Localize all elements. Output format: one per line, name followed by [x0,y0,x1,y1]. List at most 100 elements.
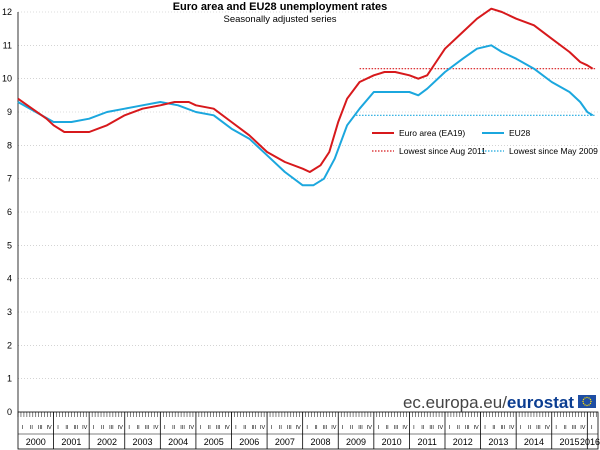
eu-star [582,402,585,405]
x-year-label: 2003 [133,437,153,447]
quarter-label: IV [509,425,515,431]
series-line [17,7,594,173]
quarter-label: IV [296,425,302,431]
x-year-label: 2008 [310,437,330,447]
x-year-label: 2001 [61,437,81,447]
quarter-label: III [145,425,150,431]
x-year-label: 2005 [204,437,224,447]
quarter-label: I [591,425,593,431]
x-year-label: 2009 [346,437,366,447]
quarter-label: II [243,425,247,431]
series-line [17,44,594,187]
quarter-label: IV [580,425,586,431]
quarter-label: II [386,425,390,431]
quarter-label: IV [438,425,444,431]
quarter-label: III [74,425,79,431]
quarter-label: III [536,425,541,431]
quarter-label: II [30,425,34,431]
quarter-label: III [216,425,221,431]
chart-subtitle: Seasonally adjusted series [223,14,337,25]
x-year-label: 2013 [488,437,508,447]
quarter-label: II [137,425,141,431]
eu-star [590,400,592,403]
eu-star [584,397,586,399]
quarter-label: I [93,425,95,431]
quarter-label: II [528,425,532,431]
quarter-label: III [429,425,434,431]
legend-label-lowest-ea19: Lowest since Aug 2011 [399,146,486,156]
quarter-label: II [492,425,496,431]
chart-title: Euro area and EU28 unemployment rates [172,1,388,13]
eu-star [589,398,592,401]
y-tick-label: 1 [7,374,12,384]
quarter-label: III [251,425,256,431]
quarter-label: IV [189,425,195,431]
quarter-label: II [65,425,69,431]
x-year-label: 2010 [382,437,402,447]
y-tick-label: 8 [7,140,12,150]
y-tick-label: 2 [7,340,12,350]
eu-star [588,404,590,406]
quarter-label: III [394,425,399,431]
x-year-label: 2011 [418,437,437,447]
quarter-label: I [484,425,486,431]
quarter-label: IV [153,425,159,431]
legend-label-eu28: EU28 [509,128,531,138]
x-year-label: 2004 [168,437,188,447]
quarter-label: IV [118,425,124,431]
quarter-label: II [564,425,568,431]
eu-stars [582,396,592,407]
quarter-label: I [449,425,451,431]
y-tick-label: 3 [7,307,12,317]
source-url: ec.europa.eu/eurostat [403,393,574,412]
quarter-label: I [22,425,24,431]
quarter-label: I [555,425,557,431]
quarter-label: I [306,425,308,431]
x-year-label: 2007 [275,437,295,447]
quarter-label: IV [545,425,551,431]
y-tick-label: 5 [7,240,12,250]
x-year-label: 2015 [560,437,580,447]
quarter-label: IV [82,425,88,431]
quarter-label: I [342,425,344,431]
quarter-label: IV [402,425,408,431]
quarter-label: IV [224,425,230,431]
data-lines [17,7,594,187]
y-tick-label: 6 [7,207,12,217]
quarter-label: I [413,425,415,431]
quarter-label: II [314,425,318,431]
legend: Euro area (EA19) EU28 Lowest since Aug 2… [372,128,598,156]
eu-star [584,404,586,406]
quarter-label: II [279,425,283,431]
quarter-label: III [38,425,43,431]
eu-star [588,397,590,399]
quarter-label: III [572,425,577,431]
y-tick-label: 7 [7,174,12,184]
quarter-label: III [323,425,328,431]
reference-lines [356,68,596,116]
eu-star [586,396,588,399]
eu-star [582,400,584,403]
quarter-label: IV [260,425,266,431]
quarter-label: I [128,425,130,431]
quarter-label: IV [331,425,337,431]
x-year-label: 2002 [97,437,117,447]
quarter-label: III [501,425,506,431]
quarter-label: IV [367,425,373,431]
quarter-label: I [200,425,202,431]
quarter-label: I [378,425,380,431]
quarter-label: II [457,425,461,431]
y-tick-label: 11 [3,40,12,50]
quarter-label: III [109,425,114,431]
y-tick-label: 9 [7,107,12,117]
quarter-label: II [208,425,212,431]
y-tick-label: 10 [2,74,12,84]
x-year-label: 2014 [524,437,544,447]
quarter-label: III [465,425,470,431]
x-axis-frame [17,411,599,450]
y-tick-label: 0 [7,407,12,417]
eurostat-branding: ec.europa.eu/eurostat [403,393,596,412]
legend-label-ea19: Euro area (EA19) [399,128,465,138]
x-year-label: 2006 [239,437,259,447]
quarter-label: II [101,425,105,431]
